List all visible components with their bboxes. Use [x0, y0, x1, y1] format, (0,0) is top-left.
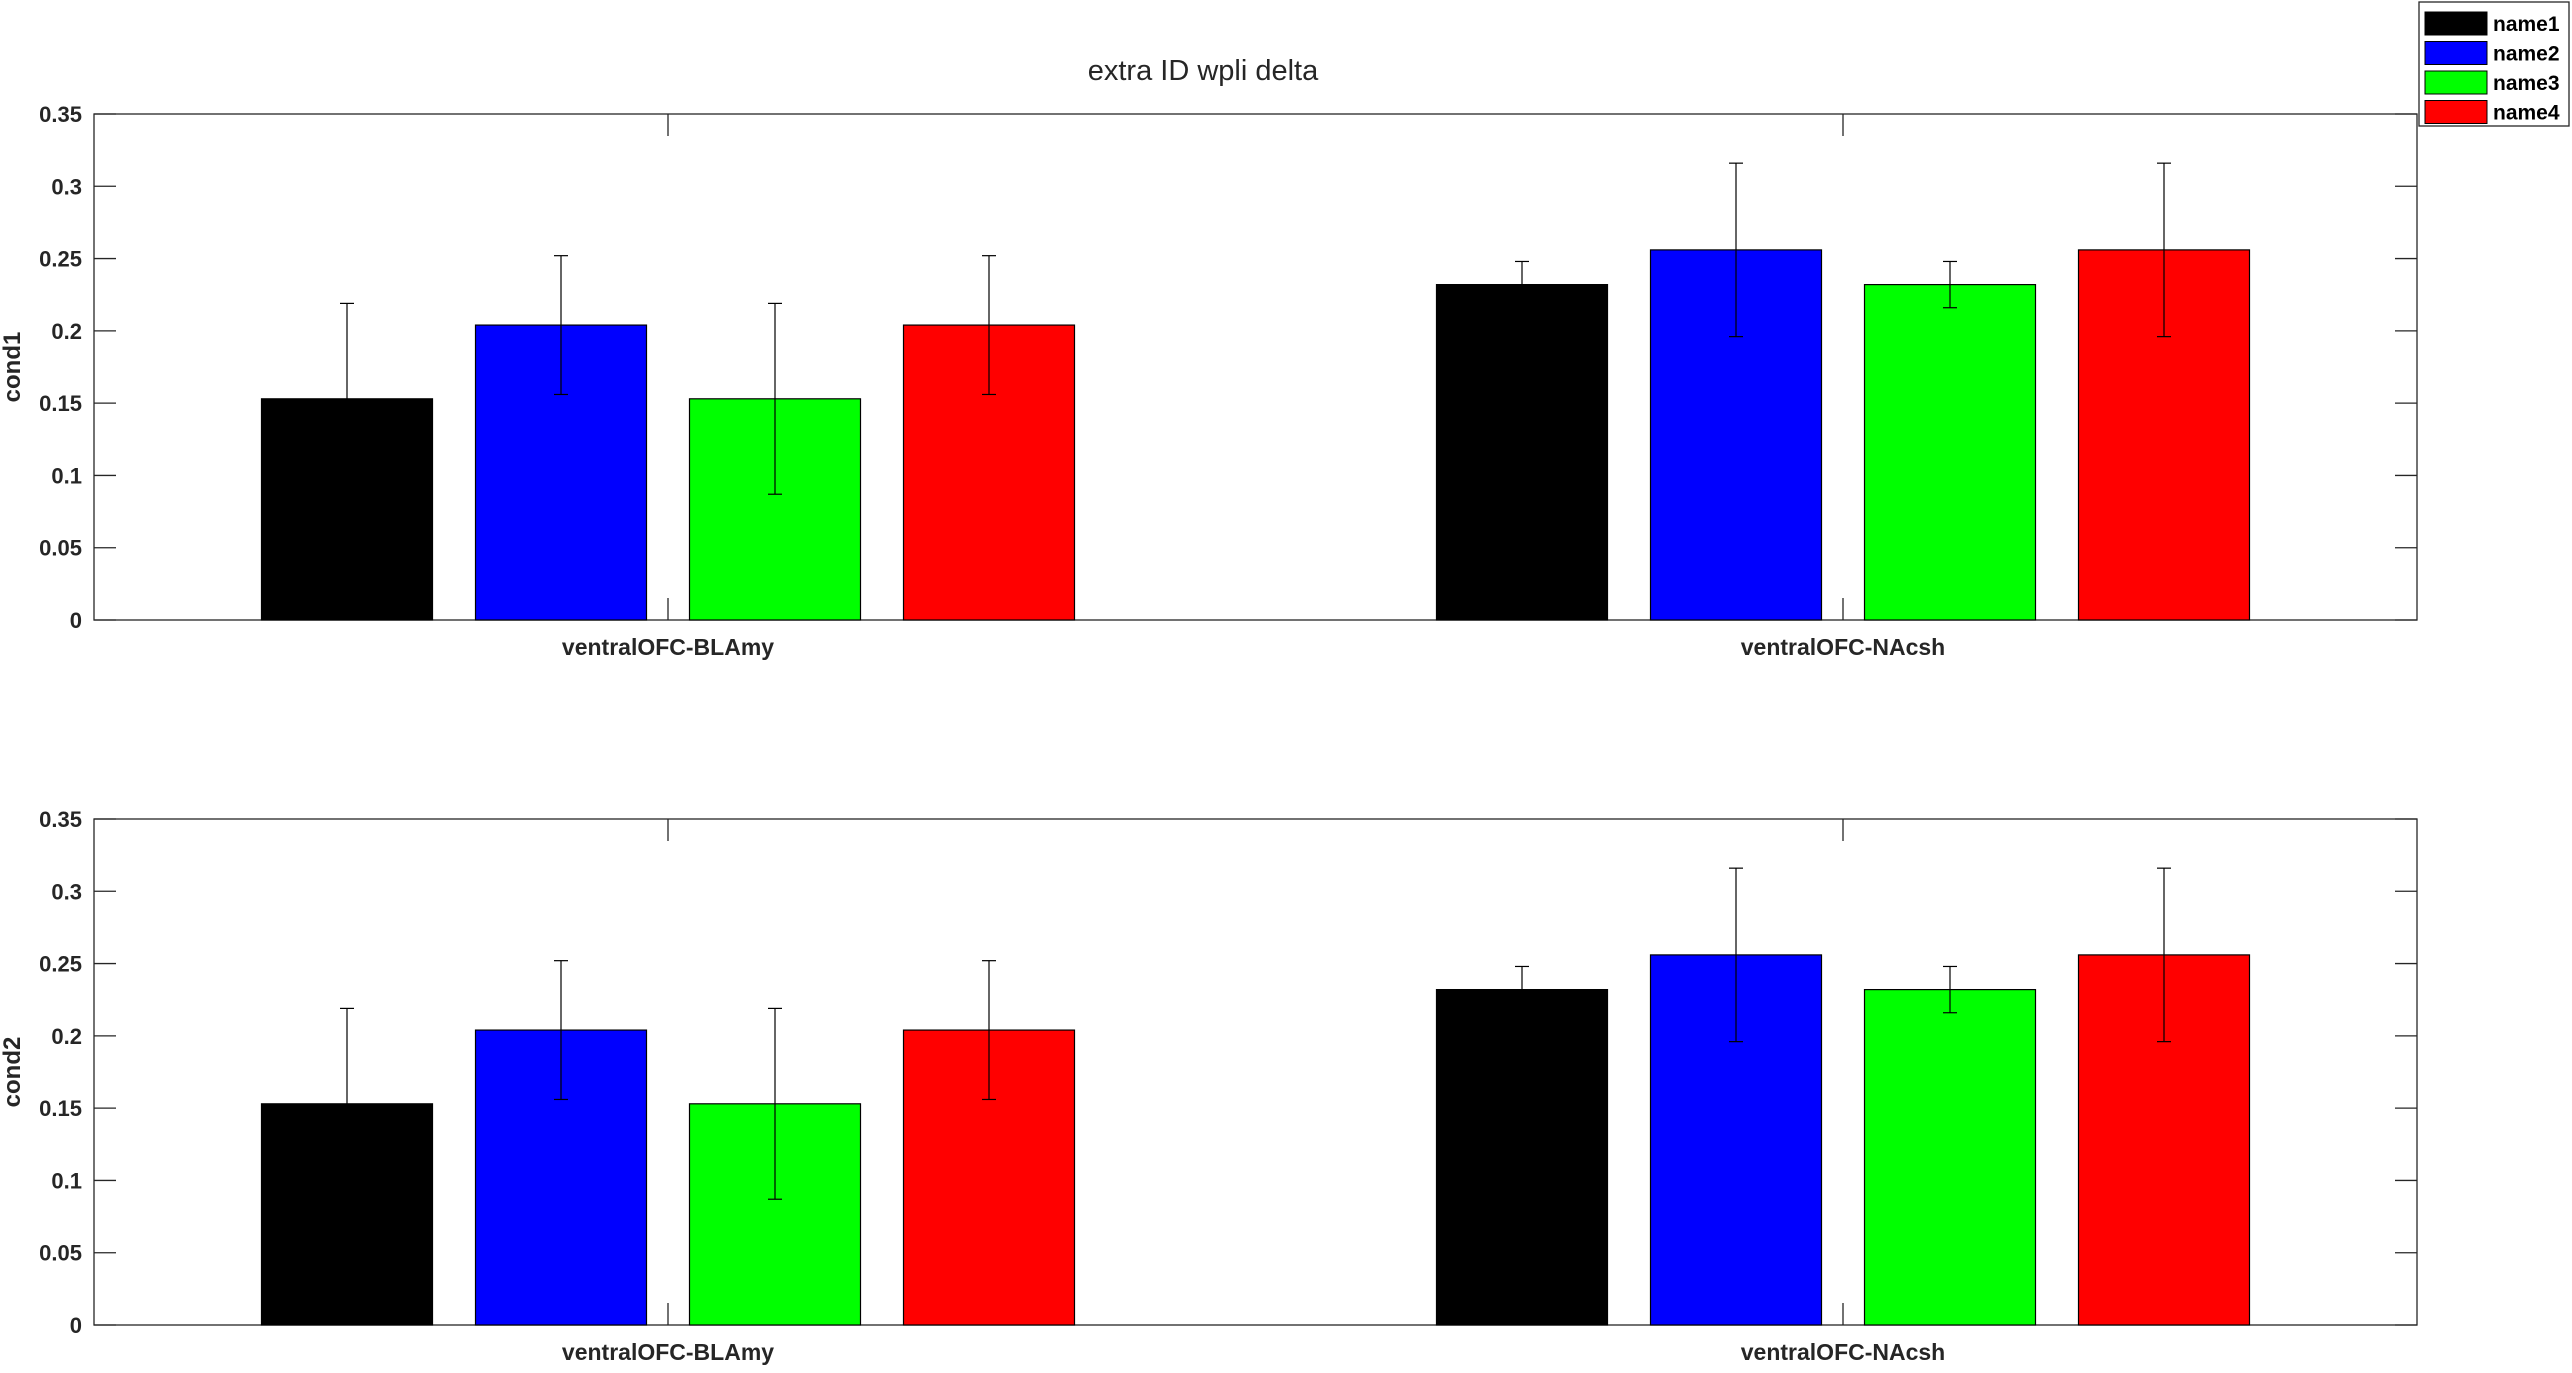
bar-name1-2	[1435, 283, 1609, 621]
legend-label-name3: name3	[2493, 72, 2560, 95]
bar-name3-2	[1863, 988, 2037, 1326]
y-tick-label: 0.3	[51, 879, 82, 904]
legend-swatch-name2	[2424, 41, 2488, 65]
y-tick-label: 0.15	[39, 391, 82, 416]
bar-name1-2	[1435, 988, 1609, 1326]
chart-panel-1: 0 0.05 0.1 0.15 0.2 0.25 0.3 0.35 ventralOFC-BLA…	[0, 102, 2418, 660]
y-tick-label: 0.25	[39, 952, 82, 977]
x-category-label: ventralOFC-NAcsh	[1741, 1339, 1945, 1365]
chart-title: extra ID wpli delta	[1088, 55, 1319, 87]
chart-panel-2: 0 0.05 0.1 0.15 0.2 0.25 0.3 0.35 ventralOFC-BLA…	[0, 807, 2418, 1365]
y-tick-label: 0.3	[51, 174, 82, 199]
legend: name1 name2 name3 name4	[2418, 1, 2570, 127]
legend-swatch-name3	[2424, 70, 2488, 95]
axes-box	[93, 818, 2418, 1326]
legend-swatch-name4	[2424, 100, 2488, 124]
y-tick-label: 0.15	[39, 1096, 82, 1121]
x-category-label: ventralOFC-BLAmy	[562, 1339, 774, 1365]
y-tick-label: 0.35	[39, 807, 82, 832]
y-tick-label: 0.35	[39, 102, 82, 127]
legend-label-name1: name1	[2493, 13, 2560, 36]
x-category-label: ventralOFC-BLAmy	[562, 634, 774, 660]
x-category-label: ventralOFC-NAcsh	[1741, 634, 1945, 660]
y-tick-label: 0.05	[39, 536, 82, 561]
legend-label-name2: name2	[2493, 43, 2560, 66]
bar-name3-2	[1863, 283, 2037, 621]
y-tick-label: 0.2	[51, 319, 82, 344]
panels: 0 0.05 0.1 0.15 0.2 0.25 0.3 0.35 ventralOFC-BLA…	[0, 102, 2418, 1365]
y-tick-label: 0.2	[51, 1024, 82, 1049]
legend-label-name4: name4	[2493, 102, 2560, 125]
axes-box	[93, 113, 2418, 621]
y-tick-label: 0.25	[39, 247, 82, 272]
legend-swatch-name1	[2424, 11, 2488, 36]
y-tick-label: 0.1	[51, 1168, 82, 1193]
y-tick-label: 0	[70, 1313, 82, 1338]
y-tick-label: 0.1	[51, 463, 82, 488]
y-axis-label: cond2	[0, 1037, 26, 1108]
y-tick-label: 0	[70, 608, 82, 633]
y-tick-label: 0.05	[39, 1241, 82, 1266]
y-axis-label: cond1	[0, 332, 26, 403]
